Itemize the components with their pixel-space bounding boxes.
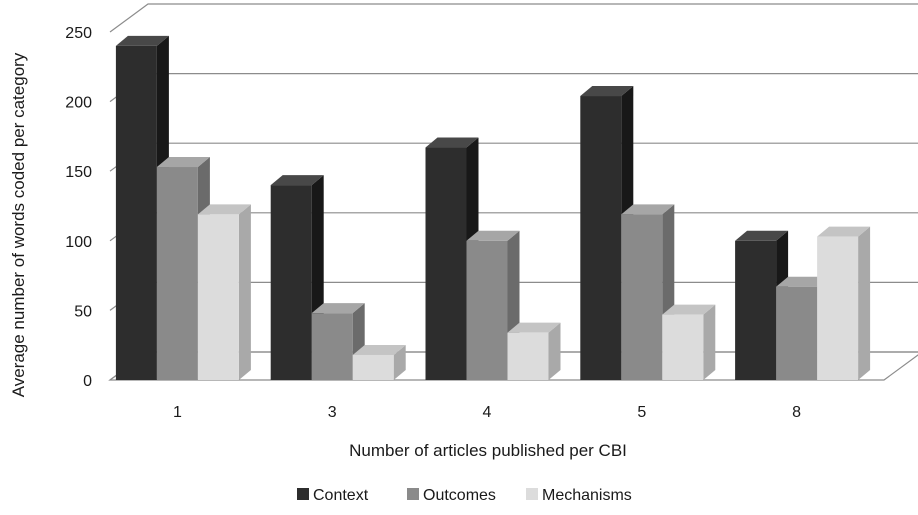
bar xyxy=(662,314,704,380)
bar-top xyxy=(270,175,324,186)
gridline xyxy=(109,3,918,33)
bars xyxy=(115,35,871,381)
legend-swatch xyxy=(407,488,419,500)
bar-top xyxy=(466,230,520,241)
legend-swatch xyxy=(297,488,309,500)
x-tick-label: 5 xyxy=(637,404,646,421)
y-tick-label: 50 xyxy=(74,303,92,320)
bar xyxy=(580,96,622,381)
bar-top xyxy=(580,86,634,97)
bar xyxy=(115,45,157,381)
x-tick-label: 4 xyxy=(483,404,492,421)
bar xyxy=(425,147,467,380)
legend-label: Mechanisms xyxy=(542,487,632,504)
legend-label: Outcomes xyxy=(423,487,496,504)
bar-top xyxy=(621,204,675,215)
y-tick-label: 200 xyxy=(65,95,92,112)
bar-top xyxy=(352,344,406,355)
bar xyxy=(197,214,239,380)
y-tick-label: 0 xyxy=(83,373,92,390)
bar-side xyxy=(548,322,561,380)
gridline xyxy=(109,72,918,103)
bar-top xyxy=(311,303,365,314)
bar-top xyxy=(735,230,789,241)
labels: 0 50 100 150 200 250 1 3 4 5 8 xyxy=(65,25,801,421)
bar xyxy=(507,332,549,380)
bar xyxy=(776,286,818,380)
bar xyxy=(352,354,394,380)
bar xyxy=(156,167,198,380)
bar-side xyxy=(703,304,716,380)
x-tick-label: 8 xyxy=(792,404,801,421)
legend-label: Context xyxy=(313,487,369,504)
bar-top xyxy=(776,276,830,287)
bar xyxy=(311,313,353,380)
bar xyxy=(817,236,859,380)
bar-top xyxy=(156,157,210,168)
y-tick-label: 250 xyxy=(65,25,92,42)
y-tick-label: 100 xyxy=(65,234,92,251)
legend: Context Outcomes Mechanisms xyxy=(297,487,632,504)
bar-top xyxy=(115,35,169,46)
bar xyxy=(270,185,312,380)
bar-top xyxy=(507,322,561,333)
bar xyxy=(735,240,777,380)
bar-top xyxy=(817,226,871,237)
bar-side xyxy=(238,204,251,380)
bar-top xyxy=(197,204,251,215)
bar xyxy=(466,240,508,380)
bar-side xyxy=(393,344,406,380)
y-tick-label: 150 xyxy=(65,164,92,181)
bar xyxy=(621,214,663,380)
legend-swatch xyxy=(526,488,538,500)
gridline xyxy=(109,142,918,172)
x-tick-label: 1 xyxy=(173,404,182,421)
y-axis-title: Average number of words coded per catego… xyxy=(9,52,28,397)
bar-top xyxy=(425,137,479,148)
bar-side xyxy=(858,226,871,380)
bar-top xyxy=(662,304,716,315)
x-axis-title: Number of articles published per CBI xyxy=(349,441,627,460)
x-tick-label: 3 xyxy=(328,404,337,421)
